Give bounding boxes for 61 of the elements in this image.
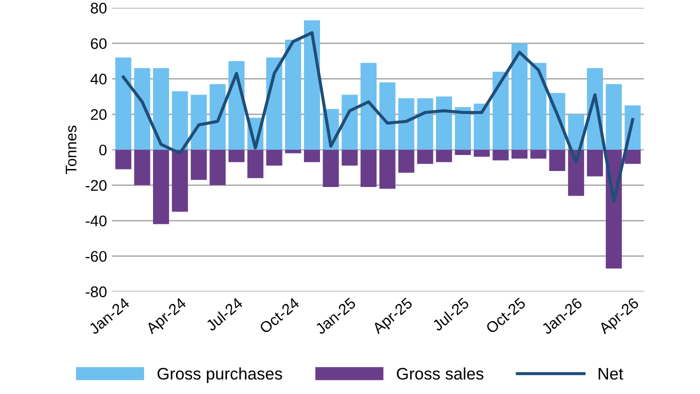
bar [454,107,471,150]
bar [172,150,188,212]
line-series [122,31,634,203]
y-tick-label: -60 [86,250,107,262]
bar [530,62,546,150]
y-tick-label: -80 [86,286,107,298]
bar [379,150,396,189]
bar [115,58,132,150]
bar [172,91,188,150]
bar [474,104,490,150]
bar [190,150,207,180]
bar [511,43,528,150]
bar [285,150,302,154]
bar [492,72,509,150]
bar [417,150,434,164]
bar [304,20,320,150]
y-axis-title: Tonnes [66,126,76,174]
bar [436,150,452,162]
bar [115,150,132,170]
legend-label: Gross sales [396,367,484,380]
bar [360,150,377,187]
bar [210,84,226,150]
y-tick-label: 40 [90,74,107,84]
bar [417,98,434,150]
bar [247,150,264,178]
bar [266,58,282,150]
y-tick-label: 80 [90,2,107,14]
bar [436,96,452,150]
bar [586,150,603,176]
bar [454,150,471,156]
bar [379,82,396,150]
bar [342,94,358,150]
y-tick-label: 0 [99,144,107,156]
legend-label: Gross purchases [158,367,282,383]
bar [228,150,245,162]
y-tick-label: 60 [90,38,107,50]
bar [304,150,320,162]
bar [474,150,490,157]
bar [342,150,358,166]
y-tick-label: -20 [86,180,107,191]
bar [398,98,414,150]
bar [190,94,207,150]
bar [511,150,528,159]
bar [153,68,170,150]
bar [549,150,566,171]
bar [285,40,302,150]
bar [266,150,282,166]
bar [134,150,150,186]
bar [624,150,641,164]
bar [210,150,226,186]
bar [606,84,622,150]
bar [360,62,377,150]
bar [134,68,150,150]
bar [530,150,546,159]
y-tick-label: -40 [86,216,107,226]
bar [492,150,509,160]
legend-label: Net [598,368,624,380]
bar [322,150,339,187]
bar [398,150,414,173]
bar [153,150,170,224]
y-tick-label: 20 [90,109,107,120]
